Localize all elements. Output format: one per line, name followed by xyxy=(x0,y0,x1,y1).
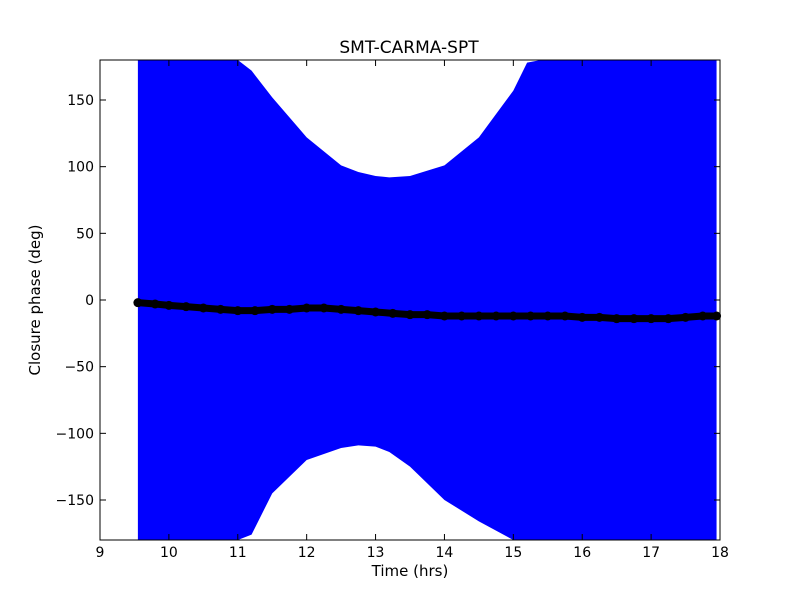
axes-frame xyxy=(99,59,721,541)
plot-area xyxy=(133,60,722,540)
y-tick-label: −150 xyxy=(56,493,94,509)
y-tick-label: 50 xyxy=(76,226,94,242)
data-point xyxy=(646,314,656,324)
x-tick-label: 9 xyxy=(96,545,105,561)
data-point xyxy=(526,311,536,321)
data-point xyxy=(133,298,143,308)
y-tick-label: 150 xyxy=(67,93,94,109)
data-point xyxy=(198,303,208,313)
data-point xyxy=(491,311,501,321)
x-tick-label: 13 xyxy=(367,545,385,561)
y-tick-label: 100 xyxy=(67,160,94,176)
data-point xyxy=(439,311,449,321)
x-tick-label: 17 xyxy=(642,545,660,561)
x-tick-label: 10 xyxy=(160,545,178,561)
chart-title: SMT-CARMA-SPT xyxy=(339,38,479,58)
data-point xyxy=(577,312,587,322)
data-point xyxy=(388,308,398,318)
data-point xyxy=(319,303,329,313)
error-band-upper-gap xyxy=(137,60,717,178)
y-tick-label: 0 xyxy=(85,293,94,309)
data-point xyxy=(216,304,226,314)
data-point xyxy=(302,303,312,313)
data-point xyxy=(371,307,381,317)
data-point xyxy=(233,306,243,316)
data-point xyxy=(508,311,518,321)
tick-layer: 9 10 11 12 13 14 15 16 17 18 150 100 50 0 −50 −100 −150 xyxy=(56,60,729,561)
x-tick-label: 16 xyxy=(573,545,591,561)
data-point xyxy=(353,306,363,316)
data-point xyxy=(474,311,484,321)
x-tick-label: 11 xyxy=(229,545,247,561)
x-tick-label: 12 xyxy=(298,545,316,561)
data-point xyxy=(560,311,570,321)
x-tick-label: 14 xyxy=(436,545,454,561)
x-tick-label: 18 xyxy=(711,545,729,561)
plot-clip-group xyxy=(137,60,717,540)
y-axis-label: Closure phase (deg) xyxy=(26,225,44,376)
data-point xyxy=(457,311,467,321)
data-point xyxy=(284,304,294,314)
y-tick-label: −50 xyxy=(64,360,94,376)
data-point xyxy=(681,312,691,322)
data-point xyxy=(181,302,191,312)
data-point xyxy=(422,310,432,320)
data-point xyxy=(250,306,260,316)
data-point xyxy=(594,312,604,322)
error-band-lower-gap xyxy=(137,445,717,540)
data-point xyxy=(698,311,708,321)
data-point xyxy=(164,300,174,310)
data-point xyxy=(712,311,722,321)
data-point xyxy=(663,314,673,324)
y-tick-label: −100 xyxy=(56,426,94,442)
data-point xyxy=(267,304,277,314)
data-point xyxy=(612,314,622,324)
data-point xyxy=(150,299,160,309)
x-tick-label: 15 xyxy=(504,545,522,561)
x-axis-label: Time (hrs) xyxy=(371,562,449,580)
data-point xyxy=(405,310,415,320)
data-point xyxy=(543,311,553,321)
data-point xyxy=(336,304,346,314)
data-point xyxy=(629,314,639,324)
